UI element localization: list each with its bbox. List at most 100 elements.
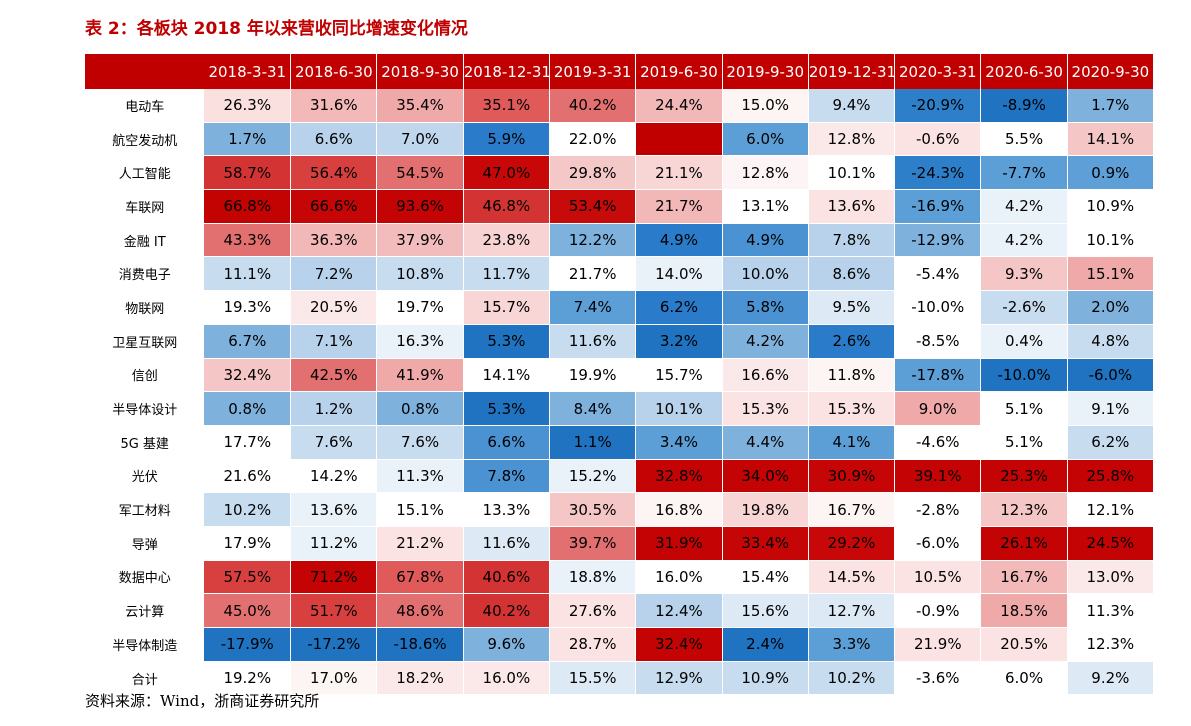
value-cell: 40.6% xyxy=(463,560,551,595)
value-cell: 10.0% xyxy=(722,256,809,292)
row-label: 车联网 xyxy=(85,189,205,224)
value-cell: 12.3% xyxy=(1067,627,1155,662)
value-cell: 43.3% xyxy=(204,223,292,258)
value-cell: -8.5% xyxy=(894,324,982,359)
value-cell: 12.1% xyxy=(1067,492,1155,527)
table-row: 卫星互联网 6.7% 7.1% 16.3% 5.3% 11.6% 3.2% 4.2% 2.6% -… xyxy=(85,324,1155,359)
value-cell: 41.9% xyxy=(376,358,464,393)
row-label: 航空发动机 xyxy=(85,122,205,157)
value-cell: 15.7% xyxy=(463,290,551,325)
value-cell: 0.9% xyxy=(1067,155,1155,191)
value-cell: 17.9% xyxy=(204,526,292,561)
table-row: 航空发动机 1.7% 6.6% 7.0% 5.9% 22.0% 6.0% 12.8% -0.6%… xyxy=(85,122,1155,157)
value-cell: 30.9% xyxy=(808,459,896,494)
value-cell: 40.2% xyxy=(549,89,637,123)
value-cell: 12.7% xyxy=(808,593,896,628)
value-cell: 48.6% xyxy=(376,593,464,628)
growth-rate-table: 2018-3-31 2018-6-30 2018-9-30 2018-12-31 201… xyxy=(85,54,1155,696)
value-cell: 19.3% xyxy=(204,290,292,325)
value-cell: 0.8% xyxy=(376,391,464,426)
value-cell: 9.5% xyxy=(808,290,896,325)
value-cell: 4.2% xyxy=(980,223,1068,258)
value-cell: 9.3% xyxy=(980,256,1068,292)
value-cell: 40.2% xyxy=(463,593,551,628)
value-cell: 14.1% xyxy=(1067,122,1155,157)
table-row: 物联网 19.3% 20.5% 19.7% 15.7% 7.4% 6.2% 5.8% 9.5% -… xyxy=(85,290,1155,325)
value-cell: -2.6% xyxy=(980,290,1068,325)
column-header: 2019-6-30 xyxy=(635,54,723,89)
value-cell: 5.8% xyxy=(722,290,809,325)
column-header: 2018-9-30 xyxy=(376,54,464,89)
row-label: 军工材料 xyxy=(85,492,205,527)
value-cell: 7.1% xyxy=(290,324,378,359)
value-cell: 54.5% xyxy=(376,155,464,191)
header-row: 2018-3-31 2018-6-30 2018-9-30 2018-12-31 201… xyxy=(85,54,1155,89)
value-cell: 47.0% xyxy=(463,155,551,191)
value-cell: 6.2% xyxy=(635,290,723,325)
value-cell: -5.4% xyxy=(894,256,982,292)
value-cell: 6.0% xyxy=(722,122,809,157)
row-label: 导弹 xyxy=(85,526,205,561)
value-cell: 10.1% xyxy=(808,155,896,191)
value-cell: 11.7% xyxy=(463,256,551,292)
value-cell: -8.9% xyxy=(980,89,1068,123)
table-row: 云计算 45.0% 51.7% 48.6% 40.2% 27.6% 12.4% 15.6% 12… xyxy=(85,593,1155,628)
value-cell: 9.4% xyxy=(808,89,896,123)
value-cell: 7.6% xyxy=(290,425,378,460)
value-cell: 5.3% xyxy=(463,324,551,359)
value-cell: 5.1% xyxy=(980,425,1068,460)
value-cell: 19.9% xyxy=(549,358,637,393)
value-cell: 7.8% xyxy=(808,223,896,258)
value-cell: 11.8% xyxy=(808,358,896,393)
row-label: 光伏 xyxy=(85,459,205,494)
column-header: 2019-3-31 xyxy=(549,54,637,89)
value-cell: 22.0% xyxy=(549,122,637,157)
value-cell: 16.7% xyxy=(980,560,1068,595)
value-cell: 6.0% xyxy=(980,661,1068,696)
value-cell: 34.0% xyxy=(722,459,809,494)
value-cell: -16.9% xyxy=(894,189,982,224)
value-cell: 15.0% xyxy=(722,89,809,123)
value-cell: 14.1% xyxy=(463,358,551,393)
value-cell: -17.9% xyxy=(204,627,292,662)
value-cell: 51.7% xyxy=(290,593,378,628)
value-cell: 12.8% xyxy=(722,155,809,191)
value-cell: 16.0% xyxy=(463,661,551,696)
value-cell: -4.6% xyxy=(894,425,982,460)
value-cell: 39.1% xyxy=(894,459,982,494)
row-label: 合计 xyxy=(85,661,205,696)
value-cell: 1.7% xyxy=(1067,89,1155,123)
column-header: 2018-3-31 xyxy=(204,54,292,89)
value-cell: 15.7% xyxy=(635,358,723,393)
value-cell: 11.1% xyxy=(204,256,292,292)
value-cell: 10.5% xyxy=(894,560,982,595)
value-cell: -18.6% xyxy=(376,627,464,662)
value-cell: 10.2% xyxy=(808,661,896,696)
value-cell: 46.8% xyxy=(463,189,551,224)
value-cell: 13.3% xyxy=(463,492,551,527)
value-cell: 14.5% xyxy=(808,560,896,595)
value-cell: 6.7% xyxy=(204,324,292,359)
table-row: 导弹 17.9% 11.2% 21.2% 11.6% 39.7% 31.9% 33.4% 29.… xyxy=(85,526,1155,561)
value-cell: 39.7% xyxy=(549,526,637,561)
value-cell: 11.3% xyxy=(1067,593,1155,628)
value-cell xyxy=(635,122,723,157)
value-cell: 14.0% xyxy=(635,256,723,292)
value-cell: 10.9% xyxy=(1067,189,1155,224)
value-cell: 7.2% xyxy=(290,256,378,292)
value-cell: 5.9% xyxy=(463,122,551,157)
value-cell: 29.2% xyxy=(808,526,896,561)
table-row: 光伏 21.6% 14.2% 11.3% 7.8% 15.2% 32.8% 34.0% 30.9… xyxy=(85,459,1155,494)
value-cell: 12.2% xyxy=(549,223,637,258)
value-cell: -12.9% xyxy=(894,223,982,258)
value-cell: 5.3% xyxy=(463,391,551,426)
table-row: 半导体制造 -17.9% -17.2% -18.6% 9.6% 28.7% 32.4% 2.4… xyxy=(85,627,1155,662)
value-cell: -17.2% xyxy=(290,627,378,662)
value-cell: -3.6% xyxy=(894,661,982,696)
row-label: 半导体设计 xyxy=(85,391,205,426)
column-header: 2018-12-31 xyxy=(463,54,551,89)
table-row: 电动车 26.3% 31.6% 35.4% 35.1% 40.2% 24.4% 15.0% 9.… xyxy=(85,89,1155,123)
value-cell: 19.7% xyxy=(376,290,464,325)
value-cell: 1.1% xyxy=(549,425,637,460)
table-title: 表 2：各板块 2018 年以来营收同比增速变化情况 xyxy=(85,19,468,39)
